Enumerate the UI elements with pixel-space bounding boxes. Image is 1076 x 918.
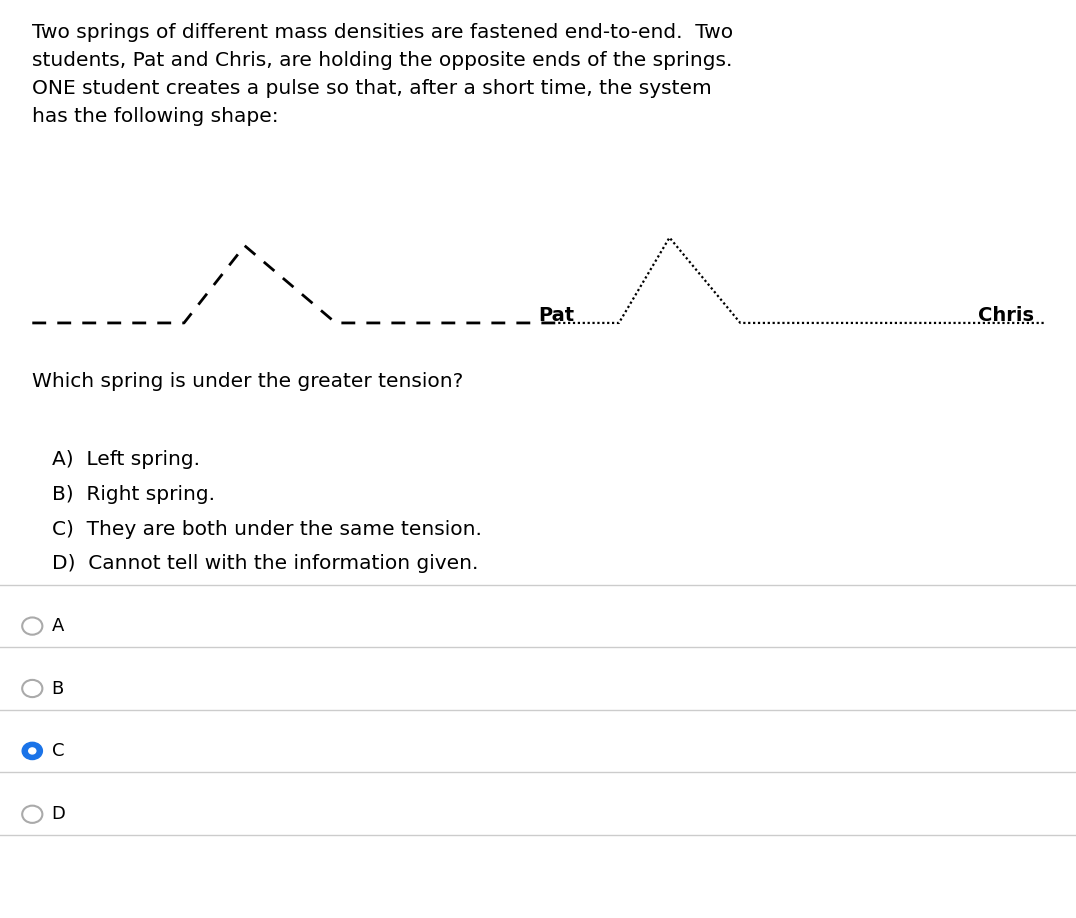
- Text: Chris: Chris: [978, 306, 1034, 325]
- Text: D: D: [52, 805, 66, 823]
- Text: Pat: Pat: [538, 306, 575, 325]
- Text: Two springs of different mass densities are fastened end-to-end.  Two
students, : Two springs of different mass densities …: [32, 23, 734, 126]
- Text: C)  They are both under the same tension.: C) They are both under the same tension.: [52, 520, 482, 539]
- Text: B)  Right spring.: B) Right spring.: [52, 485, 214, 504]
- Text: C: C: [52, 742, 65, 760]
- Text: A: A: [52, 617, 65, 635]
- Text: Which spring is under the greater tension?: Which spring is under the greater tensio…: [32, 372, 464, 391]
- Text: B: B: [52, 679, 63, 698]
- Text: A)  Left spring.: A) Left spring.: [52, 450, 200, 469]
- Text: D)  Cannot tell with the information given.: D) Cannot tell with the information give…: [52, 554, 478, 574]
